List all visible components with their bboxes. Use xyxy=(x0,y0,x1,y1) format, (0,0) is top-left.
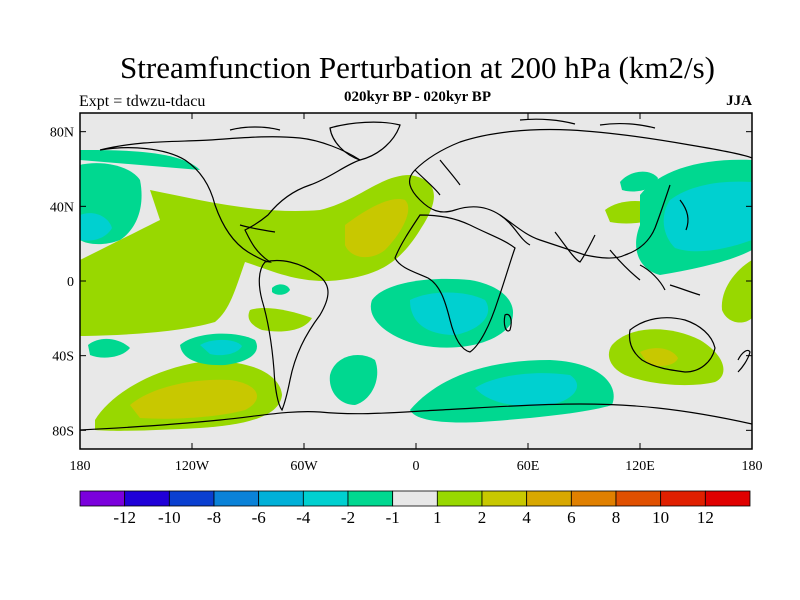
lat-tick-label: 40N xyxy=(50,200,74,215)
colorbar-swatch xyxy=(436,490,483,507)
colorbar-swatch xyxy=(124,490,170,507)
lon-tick-label: 180 xyxy=(742,459,763,474)
colorbar-label: -1 xyxy=(386,508,400,527)
colorbar-label: 8 xyxy=(612,508,621,527)
colorbar-label: 2 xyxy=(478,508,487,527)
contour-negative-west-pacific-core xyxy=(663,181,752,252)
lat-tick-label: 0 xyxy=(67,275,74,290)
contour-negative-southeast-pacific xyxy=(88,338,130,358)
contour-positive-atlantic-core xyxy=(345,199,409,258)
lon-tick-label: 120W xyxy=(175,459,210,474)
lon-tick-label: 120E xyxy=(625,459,655,474)
lat-tick-label: 40S xyxy=(52,350,74,365)
coast-japan xyxy=(679,199,689,231)
chart-subtitle: 020kyr BP - 020kyr BP xyxy=(344,89,491,105)
contour-positive-west-pacific xyxy=(721,260,752,323)
map-panel xyxy=(79,112,753,450)
contour-negative-northeast-pacific-core xyxy=(80,213,112,241)
colorbar-swatch xyxy=(660,490,706,507)
colorbar-swatch xyxy=(392,490,438,507)
colorbar-label: -8 xyxy=(207,508,221,527)
colorbar-label: -10 xyxy=(158,508,181,527)
coast-north-america xyxy=(99,136,362,263)
coastlines xyxy=(80,118,752,431)
colorbar-label: -12 xyxy=(113,508,136,527)
lon-tick-label: 180 xyxy=(70,459,91,474)
colorbar-label: 10 xyxy=(652,508,669,527)
coast-south-america xyxy=(258,259,329,412)
colorbar-swatch xyxy=(79,490,126,507)
contour-negative-arctic-asia xyxy=(620,171,658,192)
contour-fills xyxy=(80,150,752,431)
contour-negative-south-atlantic xyxy=(329,355,378,405)
contour-negative-amazon xyxy=(272,284,290,295)
contour-positive-tropical-atlantic xyxy=(80,175,434,336)
colorbar-swatch xyxy=(168,490,215,507)
lat-tick-label: 80N xyxy=(50,126,74,141)
colorbar-swatch xyxy=(615,490,662,507)
contour-negative-south-pacific-east-core xyxy=(200,339,242,356)
contour-negative-southern-indian-core xyxy=(475,373,578,407)
coast-southeast-asia xyxy=(609,249,701,296)
colorbar-swatch xyxy=(481,490,528,507)
coast-europe xyxy=(414,159,461,196)
contour-negative-africa-core xyxy=(410,292,489,335)
colorbar-label: 4 xyxy=(522,508,531,527)
colorbar-label: -6 xyxy=(252,508,266,527)
contour-positive-south-america xyxy=(248,307,312,332)
colorbar-label: -2 xyxy=(341,508,355,527)
coast-arctic-islands xyxy=(229,118,656,131)
coast-caribbean xyxy=(239,224,276,233)
lon-tick-label: 60W xyxy=(290,459,318,474)
map-axes: 180 120W 60W 0 60E 120E 180 80N 40N 0 40S 80S xyxy=(50,113,763,474)
colorbar-label: 1 xyxy=(433,508,442,527)
coast-australia xyxy=(628,317,716,373)
contour-positive-south-pacific-core xyxy=(130,379,257,419)
chart-title: Streamfunction Perturbation at 200 hPa (… xyxy=(120,50,715,85)
coast-arabia-india xyxy=(499,214,596,263)
colorbar-label: 6 xyxy=(567,508,576,527)
colorbar-label: -4 xyxy=(296,508,311,527)
experiment-label: Expt = tdwzu-tdacu xyxy=(79,93,206,110)
contour-positive-australia-core xyxy=(640,348,678,366)
lon-tick-label: 60E xyxy=(517,459,540,474)
colorbar-swatch xyxy=(258,490,304,507)
coast-greenland xyxy=(329,121,401,161)
colorbar-swatch xyxy=(302,490,349,507)
coast-madagascar xyxy=(503,313,512,332)
coast-new-zealand xyxy=(737,349,751,373)
coast-africa xyxy=(394,214,516,353)
season-label: JJA xyxy=(726,93,752,109)
colorbar-swatch xyxy=(213,490,260,507)
contour-positive-east-pacific xyxy=(80,279,111,312)
coast-antarctica xyxy=(80,403,752,431)
colorbar: -12 -10 -8 -6 -4 -2 -1 1 2 4 6 8 10 12 xyxy=(79,490,751,527)
contour-negative-arctic xyxy=(80,150,200,170)
colorbar-swatch xyxy=(570,490,617,507)
colorbar-swatch xyxy=(347,490,394,507)
colorbar-swatch xyxy=(704,490,751,507)
colorbar-label: 12 xyxy=(697,508,714,527)
lat-tick-label: 80S xyxy=(52,424,74,439)
lon-tick-label: 0 xyxy=(413,459,420,474)
colorbar-swatch xyxy=(526,490,572,507)
